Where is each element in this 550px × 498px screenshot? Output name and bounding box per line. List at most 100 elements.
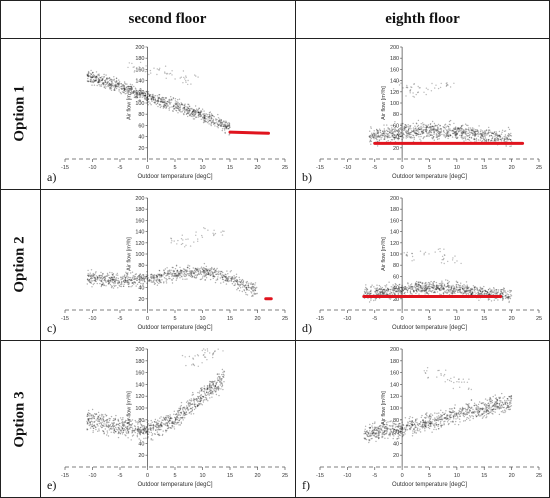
data-point xyxy=(456,260,458,262)
y-tick-label: 40 xyxy=(138,441,144,447)
data-point xyxy=(411,285,413,288)
data-point xyxy=(481,137,483,140)
data-point xyxy=(420,128,423,130)
data-point xyxy=(97,415,99,418)
data-point xyxy=(502,293,504,295)
data-point xyxy=(221,368,224,371)
data-point xyxy=(124,276,126,278)
data-point xyxy=(470,137,473,139)
data-point xyxy=(195,276,198,278)
data-point xyxy=(242,286,244,288)
data-point xyxy=(481,135,484,137)
data-point xyxy=(164,416,167,419)
data-point xyxy=(111,281,114,283)
data-point xyxy=(137,100,140,102)
data-point xyxy=(184,356,186,358)
data-point xyxy=(223,381,225,383)
data-point xyxy=(198,114,200,116)
data-point xyxy=(409,290,412,292)
y-tick-label: 100 xyxy=(135,406,144,412)
data-point xyxy=(505,296,508,298)
data-point xyxy=(191,270,194,272)
data-point xyxy=(219,377,221,379)
data-point xyxy=(221,386,223,388)
data-point xyxy=(94,279,96,281)
data-point xyxy=(387,289,390,292)
data-point xyxy=(456,289,458,292)
data-point xyxy=(178,98,181,100)
data-point xyxy=(210,386,212,388)
data-point xyxy=(418,87,420,89)
data-point xyxy=(475,288,477,291)
data-point xyxy=(423,426,425,428)
data-point xyxy=(417,124,420,127)
data-point xyxy=(406,134,409,137)
data-point xyxy=(202,395,204,398)
data-point xyxy=(501,129,504,131)
data-point xyxy=(389,293,391,295)
data-point xyxy=(221,276,223,278)
data-point xyxy=(104,277,106,279)
data-point xyxy=(192,111,194,113)
data-point xyxy=(107,83,110,86)
data-point xyxy=(138,277,141,279)
data-point xyxy=(383,291,386,294)
data-point xyxy=(191,275,193,278)
data-point xyxy=(219,273,221,275)
data-point xyxy=(388,131,391,133)
data-point xyxy=(412,137,414,139)
data-point xyxy=(487,139,489,141)
data-point xyxy=(185,81,187,83)
data-point xyxy=(125,426,127,428)
data-point xyxy=(452,132,454,135)
data-point xyxy=(121,428,124,430)
data-point xyxy=(114,419,116,421)
data-point xyxy=(413,131,416,133)
data-point xyxy=(162,105,164,108)
data-point xyxy=(186,407,189,409)
data-point xyxy=(87,75,89,77)
data-point xyxy=(147,98,150,100)
data-point xyxy=(426,292,428,295)
data-point xyxy=(204,394,207,396)
data-point xyxy=(137,428,139,430)
data-point xyxy=(109,280,111,282)
data-point xyxy=(175,418,177,420)
data-point xyxy=(442,287,445,290)
data-point xyxy=(127,86,129,88)
data-point xyxy=(499,136,501,138)
data-point xyxy=(202,268,204,271)
data-point xyxy=(91,423,94,425)
data-point xyxy=(211,380,213,383)
data-point xyxy=(92,272,94,275)
data-point xyxy=(250,288,253,290)
data-point xyxy=(203,399,206,401)
data-point xyxy=(102,430,104,433)
data-point xyxy=(152,439,154,441)
data-point xyxy=(168,107,170,110)
data-point xyxy=(88,424,90,427)
data-point xyxy=(138,90,140,92)
data-point xyxy=(114,417,117,420)
data-point xyxy=(177,412,180,414)
data-point xyxy=(209,274,212,277)
data-point xyxy=(126,429,129,431)
data-point xyxy=(204,352,206,354)
data-point xyxy=(191,113,194,115)
data-point xyxy=(220,119,222,122)
data-point xyxy=(192,276,194,278)
data-point xyxy=(464,287,466,289)
data-point xyxy=(443,131,445,133)
data-point xyxy=(400,290,402,292)
data-point xyxy=(461,287,464,290)
data-point xyxy=(196,269,198,271)
data-point xyxy=(415,285,418,288)
data-point xyxy=(473,286,476,288)
data-point xyxy=(475,140,478,142)
data-point xyxy=(98,274,100,277)
data-point xyxy=(194,114,196,116)
data-point xyxy=(383,289,386,291)
data-point xyxy=(433,130,435,132)
data-point xyxy=(208,271,210,274)
data-point xyxy=(186,106,188,108)
